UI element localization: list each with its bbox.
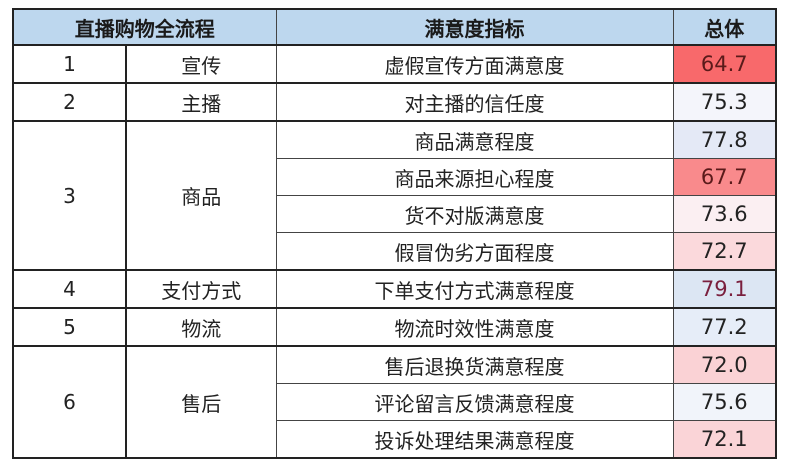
stage-number: 1: [12, 44, 127, 84]
indicator-cell: 评论留言反馈满意程度: [275, 383, 674, 421]
stage-name: 商品: [125, 120, 277, 271]
indicator-cell: 商品来源担心程度: [275, 158, 674, 196]
overall-value-cell: 75.3: [672, 82, 777, 122]
overall-value-cell: 73.6: [672, 195, 777, 233]
indicator-cell: 虚假宣传方面满意度: [275, 44, 674, 84]
indicator-cell: 对主播的信任度: [275, 82, 674, 122]
satisfaction-table: 直播购物全流程 满意度指标 总体 1 宣传 虚假宣传方面满意度 64.7 2 主播 对主播的…: [12, 8, 777, 459]
table-row: 3 商品 商品满意程度 77.8: [12, 120, 777, 271]
table-row: 投诉处理结果满意程度 72.1: [13, 420, 777, 459]
stage-name: 宣传: [125, 44, 277, 84]
indicator-cell: 物流时效性满意度: [275, 307, 674, 347]
stage-number: 5: [12, 307, 127, 347]
overall-value-cell: 72.1: [672, 420, 777, 459]
overall-value-cell: 77.8: [672, 120, 777, 159]
stage-number: 3: [12, 120, 127, 271]
table-row: 4 支付方式 下单支付方式满意程度 79.1: [12, 269, 777, 309]
overall-value-cell: 79.1: [672, 269, 777, 309]
table-row: 货不对版满意度 73.6: [13, 195, 777, 233]
overall-value-cell: 64.7: [672, 44, 777, 84]
table-row: 6 售后 售后退换货满意程度 72.0: [12, 345, 777, 459]
stage-number: 6: [12, 345, 127, 459]
table-row: 1 宣传 虚假宣传方面满意度 64.7: [12, 44, 777, 84]
indicator-cell: 下单支付方式满意程度: [275, 269, 674, 309]
indicator-cell: 售后退换货满意程度: [275, 345, 674, 384]
overall-value-cell: 75.6: [672, 383, 777, 421]
indicator-cell: 商品满意程度: [275, 120, 674, 159]
indicator-cell: 假冒伪劣方面程度: [275, 232, 674, 271]
overall-value-cell: 72.7: [672, 232, 777, 271]
header-indicator: 满意度指标: [275, 8, 674, 46]
overall-value-cell: 72.0: [672, 345, 777, 384]
table-row: 假冒伪劣方面程度 72.7: [13, 232, 777, 271]
header-process: 直播购物全流程: [12, 8, 277, 46]
stage-number: 4: [12, 269, 127, 309]
header-overall: 总体: [672, 8, 777, 46]
table-row: 5 物流 物流时效性满意度 77.2: [12, 307, 777, 347]
stage-name: 售后: [125, 345, 277, 459]
stage-name: 物流: [125, 307, 277, 347]
overall-value-cell: 77.2: [672, 307, 777, 347]
header-row: 直播购物全流程 满意度指标 总体: [12, 8, 777, 46]
stage-number: 2: [12, 82, 127, 122]
stage-name: 主播: [125, 82, 277, 122]
table-row: 2 主播 对主播的信任度 75.3: [12, 82, 777, 122]
table-row: 评论留言反馈满意程度 75.6: [13, 383, 777, 421]
indicator-cell: 货不对版满意度: [275, 195, 674, 233]
indicator-cell: 投诉处理结果满意程度: [275, 420, 674, 459]
overall-value-cell: 67.7: [672, 158, 777, 196]
stage-name: 支付方式: [125, 269, 277, 309]
